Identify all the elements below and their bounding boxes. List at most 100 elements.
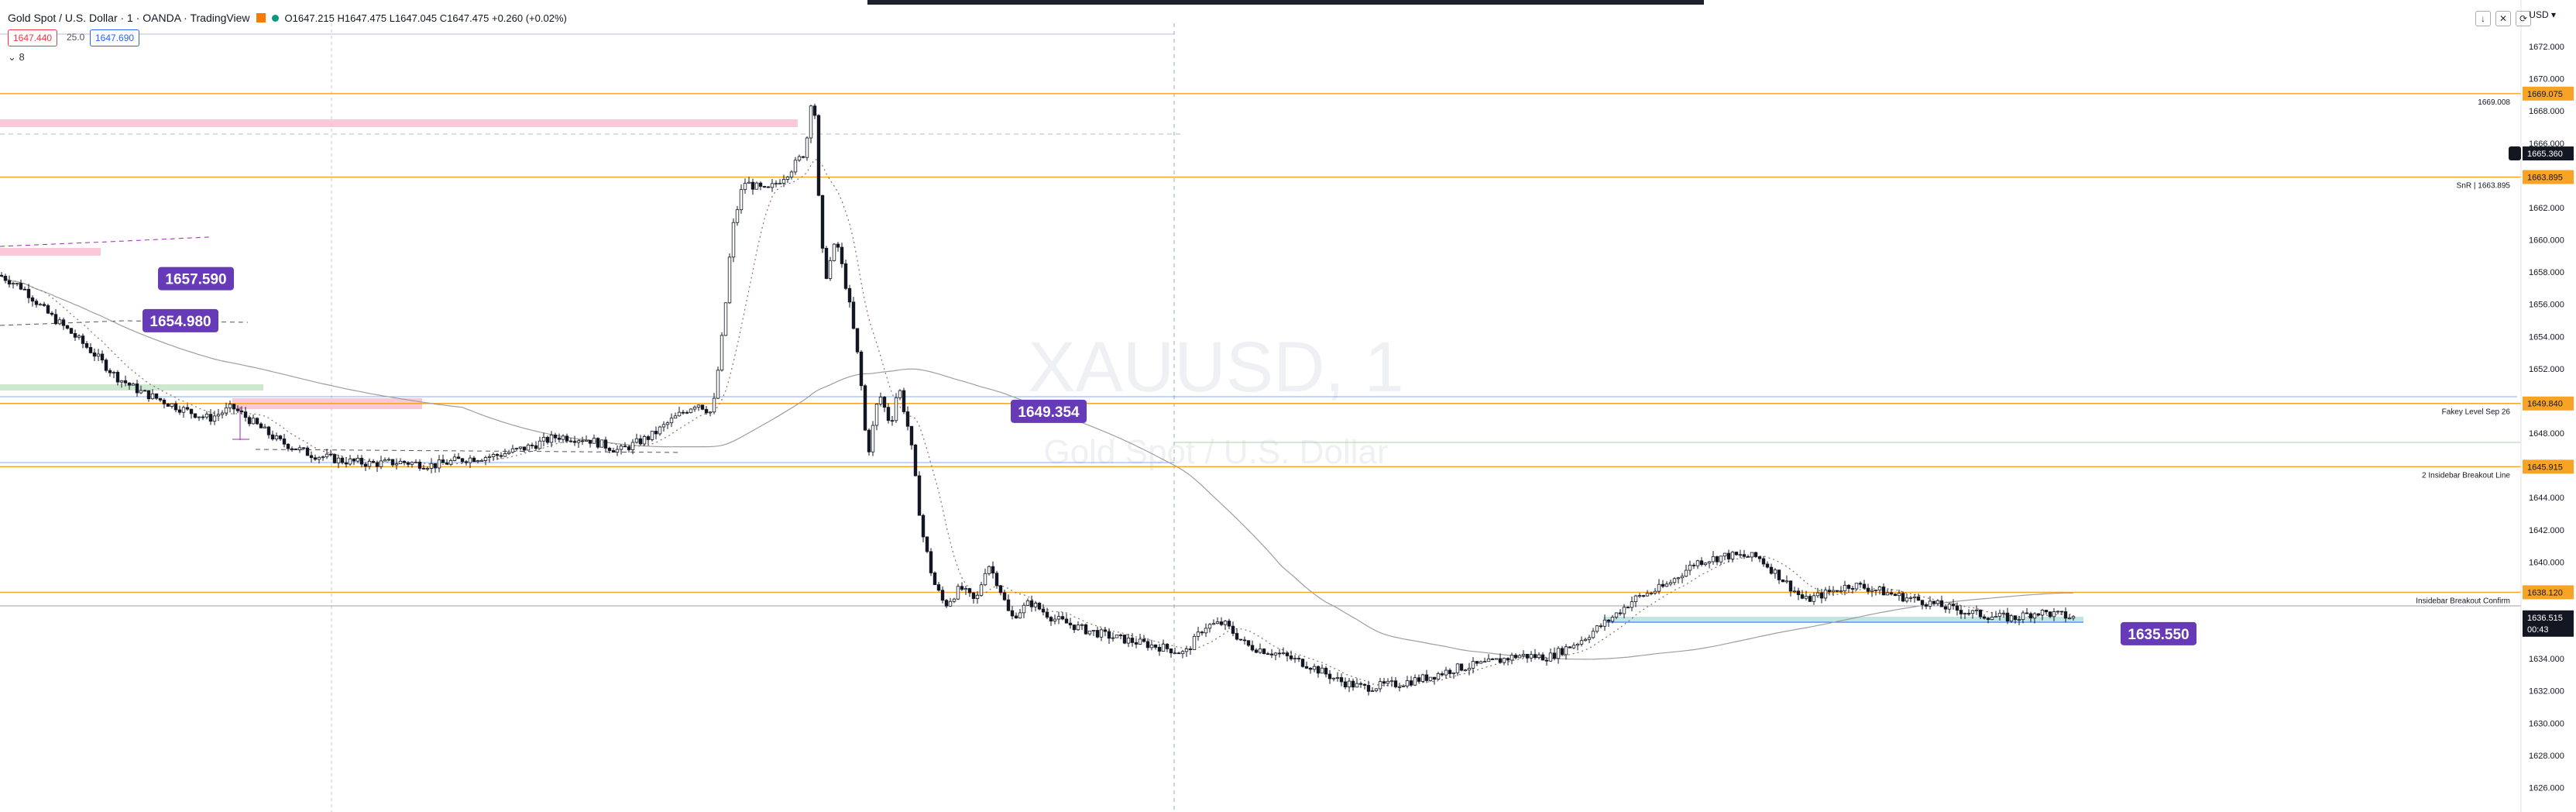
candle-body: [832, 243, 836, 261]
candle-body: [1459, 663, 1464, 671]
candle-body: [1661, 583, 1665, 587]
candle-body: [96, 353, 101, 357]
candle-body: [867, 429, 871, 452]
candle-body: [1037, 603, 1042, 610]
chevron-down-icon: ⌄: [8, 51, 16, 63]
candle-body: [1370, 690, 1375, 692]
candle-body: [1304, 666, 1309, 669]
candle-body: [1606, 619, 1611, 622]
candle-body: [359, 457, 364, 465]
demand-zone: [0, 384, 263, 391]
refresh-icon[interactable]: ⟳: [2516, 11, 2531, 26]
candle-body: [2025, 612, 2029, 614]
candle-body: [1219, 621, 1224, 625]
candle-body: [1161, 643, 1166, 652]
candle-body: [603, 439, 608, 449]
candle-body: [1877, 587, 1882, 590]
candle-body: [1827, 590, 1832, 593]
bar-countdown-label: 00:43: [2527, 625, 2549, 635]
candle-body: [367, 461, 372, 467]
candle-body: [538, 440, 542, 449]
candle-body: [766, 186, 771, 188]
candle-body: [476, 460, 480, 463]
candle-body: [1351, 680, 1355, 688]
candle-body: [859, 351, 864, 387]
candle-body: [669, 418, 674, 424]
candle-body: [1029, 600, 1034, 607]
candle-body: [1068, 622, 1073, 625]
candle-body: [797, 156, 802, 161]
candle-body: [1866, 587, 1870, 592]
candle-body: [1142, 638, 1146, 642]
close-icon[interactable]: ✕: [2495, 11, 2511, 26]
candle-body: [1420, 674, 1425, 682]
market-open-icon: [271, 14, 279, 22]
candle-body: [510, 448, 515, 453]
candle-body: [1107, 631, 1111, 639]
candle-body: [541, 436, 546, 442]
candle-body: [2059, 611, 2064, 613]
price-annotation: [158, 267, 234, 291]
candle-body: [177, 409, 182, 413]
candle-body: [77, 335, 81, 338]
last-price-label: 1636.515: [2527, 614, 2563, 623]
candle-body: [282, 439, 287, 445]
candle-body: [1444, 669, 1448, 676]
candle-body: [1049, 617, 1053, 621]
candle-body: [750, 181, 755, 190]
candle-body: [902, 390, 906, 412]
candle-body: [1943, 606, 1948, 610]
candle-body: [720, 335, 724, 371]
candle-body: [173, 403, 178, 411]
candle-body: [820, 194, 825, 249]
candle-body: [785, 177, 790, 180]
candle-body: [1746, 556, 1750, 558]
candle-body: [1901, 593, 1905, 602]
candle-body: [274, 435, 279, 440]
candle-body: [623, 446, 627, 448]
crosshair-icon: [2509, 146, 2521, 161]
candle-body: [1622, 607, 1626, 614]
moving-average-fast: [1, 158, 2074, 686]
buy-button[interactable]: 1647.690: [90, 29, 140, 46]
candle-body: [1672, 578, 1677, 583]
candle-body: [762, 186, 767, 188]
candle-body: [1266, 653, 1270, 655]
candle-body: [1556, 648, 1561, 659]
candle-body: [1169, 648, 1173, 654]
symbol-title[interactable]: Gold Spot / U.S. Dollar · 1 · OANDA · Tr…: [8, 12, 250, 24]
candle-body: [863, 385, 867, 431]
candle-body: [727, 256, 732, 304]
candle-body: [1831, 590, 1836, 593]
candle-body: [1994, 615, 1998, 618]
candle-body: [658, 426, 662, 435]
candle-body: [1335, 677, 1340, 679]
candle-body: [3, 276, 8, 281]
candle-body: [1680, 576, 1685, 579]
candle-body: [677, 411, 682, 417]
candle-body: [960, 586, 964, 590]
indicators-count: 8: [19, 51, 25, 63]
level-line-label: 1669.008: [2478, 98, 2510, 107]
flag-icon[interactable]: [256, 13, 266, 22]
candle-body: [1777, 569, 1781, 580]
candle-body: [1358, 683, 1363, 685]
arrow-down-icon[interactable]: ↓: [2475, 11, 2491, 26]
candle-body: [1808, 596, 1812, 602]
candle-body: [1537, 654, 1541, 659]
candle-body: [464, 461, 469, 463]
last-price-tag: [2523, 610, 2574, 637]
indicators-toggle[interactable]: ⌄ 8: [8, 51, 25, 64]
candle-body: [1761, 558, 1766, 565]
candle-body: [696, 404, 701, 408]
candle-body: [1792, 590, 1797, 593]
candle-body: [944, 600, 949, 607]
candle-body: [371, 461, 376, 463]
candle-body: [2017, 619, 2021, 621]
price-annotation: [143, 308, 218, 332]
candle-body: [793, 160, 798, 173]
candle-body: [1076, 624, 1080, 631]
currency-selector[interactable]: USD ▾: [2529, 9, 2556, 20]
sell-button[interactable]: 1647.440: [8, 29, 58, 46]
